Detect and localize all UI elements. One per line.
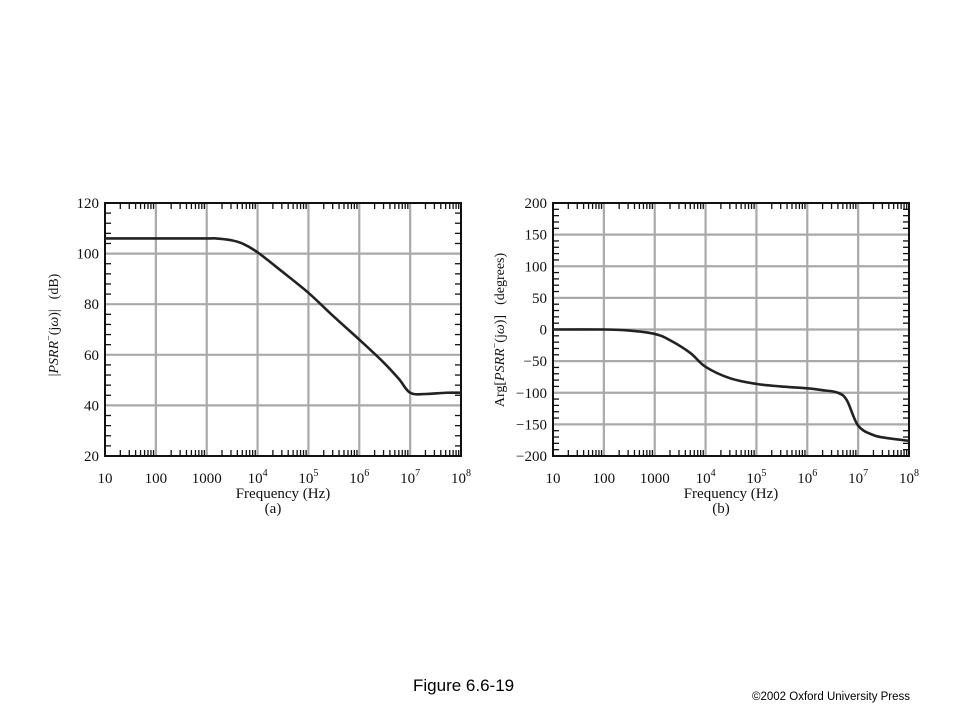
y-tick-label: 20 [84,449,99,465]
y-axis-label: Arg[PSRR−(jω)](degrees) [490,252,508,407]
x-tick-label: 100 [593,471,616,487]
copyright-notice: ©2002 Oxford University Press [752,691,911,703]
x-tick-label: 108 [451,468,471,487]
chart-panel-a: 10 100 1000 104 105 106 107 108 20 40 60 80 100 120 Fr… [44,196,471,517]
y-tick-label: −150 [516,417,547,433]
y-axis-label: |PSRR−(jω)|(dB) [44,273,62,376]
y-tick-label: 150 [525,228,548,244]
x-tick-label: 10 [98,471,113,487]
x-tick-label: 1000 [640,471,670,487]
figure-caption: Figure 6.6-19 [413,676,515,695]
x-tick-label: 106 [349,468,369,487]
x-tick-label: 105 [298,468,318,487]
y-tick-label: −100 [516,386,547,402]
y-tick-label: −200 [516,449,547,465]
y-tick-label: 100 [77,247,100,263]
series-line [104,236,462,396]
plot-frame [104,202,462,457]
x-tick-label: 1000 [192,471,222,487]
panel-label: (b) [712,501,730,517]
x-tick-label: 100 [145,471,168,487]
panel-label: (a) [265,501,282,517]
x-tick-label: 105 [746,468,766,487]
y-tick-label: 0 [540,323,548,339]
x-axis-label: Frequency (Hz) [236,486,331,502]
y-tick-label: 120 [77,196,100,212]
y-tick-label: 50 [532,291,547,307]
x-tick-label: 10 [546,471,561,487]
x-axis-label: Frequency (Hz) [684,486,779,502]
y-tick-label: 80 [84,297,99,313]
y-tick-label: −50 [524,354,547,370]
x-tick-label: 104 [696,468,716,487]
y-tick-label: 200 [525,196,548,212]
y-tick-label: 40 [84,398,99,414]
x-tick-label: 107 [848,468,868,487]
x-tick-label: 107 [400,468,420,487]
y-tick-label: 100 [525,259,548,275]
x-tick-label: 106 [797,468,817,487]
x-tick-label: 108 [899,468,919,487]
x-tick-label: 104 [248,468,268,487]
chart-panel-b: 10 100 1000 104 105 106 107 108 −200 −150 −100 −50 0… [490,196,919,517]
y-tick-label: 60 [84,348,99,364]
series-line [552,328,910,443]
